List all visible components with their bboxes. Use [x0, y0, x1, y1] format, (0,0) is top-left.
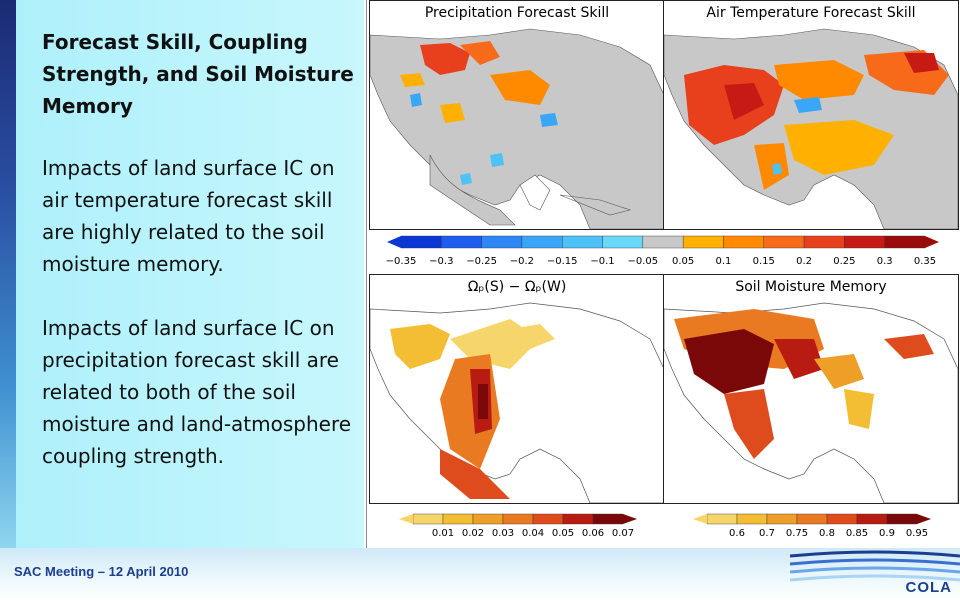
colorbar-tick-label: −0.15 — [547, 256, 578, 267]
figure-area: Precipitation Forecast Skill Air — [366, 0, 960, 548]
footer-meeting-label: SAC Meeting – 12 April 2010 — [14, 564, 189, 579]
colorbar-swatch — [706, 513, 738, 525]
panel-soil-moisture-memory: Soil Moisture Memory — [663, 274, 959, 504]
panel-precipitation-skill: Precipitation Forecast Skill — [369, 0, 665, 230]
panel-title: Soil Moisture Memory — [664, 275, 958, 299]
colorbar-swatch — [884, 235, 926, 249]
colorbar-tick-label: 0.9 — [879, 528, 895, 539]
colorbar-right-arrow — [623, 514, 637, 524]
colorbar-tick-label: 0.3 — [877, 256, 893, 267]
colorbar-swatch — [856, 513, 888, 525]
colorbar-tick-label: −0.35 — [386, 256, 417, 267]
colorbar-tick-label: 0.1 — [716, 256, 732, 267]
colorbar-swatch — [400, 235, 442, 249]
footer — [0, 548, 960, 600]
panel-title: Precipitation Forecast Skill — [370, 1, 664, 25]
colorbar-tick-label: 0.25 — [833, 256, 855, 267]
colorbar-right-arrow — [925, 236, 939, 248]
colorbar-tick-label: 0.7 — [759, 528, 775, 539]
colorbar-swatch — [796, 513, 828, 525]
colorbar-swatch — [441, 235, 482, 249]
panel-coupling-difference: Ωₚ(S) − Ωₚ(W) — [369, 274, 665, 504]
colorbar-tick-label: −0.05 — [628, 256, 659, 267]
colorbar-tick-label: 0.85 — [846, 528, 868, 539]
colorbar-tick-label: 0.04 — [522, 528, 544, 539]
colorbar-tick-label: 0.35 — [914, 256, 936, 267]
colorbar-tick-label: 0.2 — [796, 256, 812, 267]
memory-patches — [674, 309, 934, 459]
colorbar-swatch — [521, 235, 563, 249]
colorbar-swatch — [736, 513, 768, 525]
colorbar-swatch — [592, 513, 624, 525]
colorbar-tick-label: 0.05 — [672, 256, 694, 267]
colorbar-swatch — [642, 235, 684, 249]
colorbar-swatch — [602, 235, 644, 249]
colorbar-tick-label: 0.02 — [462, 528, 484, 539]
cola-logo: COLA — [905, 579, 952, 596]
slide-title: Forecast Skill, Coupling Strength, and S… — [42, 30, 354, 118]
text-panel — [16, 0, 364, 548]
colorbar-tick-label: 0.07 — [612, 528, 634, 539]
precip-skill-negative-patches — [410, 93, 558, 185]
colorbar-swatch — [844, 235, 885, 249]
colorbar-tick-label: −0.25 — [466, 256, 497, 267]
colorbar-tick-label: 0.01 — [432, 528, 454, 539]
memory-colorbar: 0.6 0.7 0.75 0.8 0.85 0.9 0.95 — [693, 513, 931, 539]
colorbar-swatch — [763, 235, 805, 249]
left-accent-strip — [0, 0, 16, 548]
colorbar-tick-label: 0.03 — [492, 528, 514, 539]
colorbar-swatch — [766, 513, 798, 525]
colorbar-tick-label: 0.75 — [786, 528, 808, 539]
colorbar-tick-label: 0.95 — [906, 528, 928, 539]
colorbar-swatch — [502, 513, 534, 525]
coupling-colorbar: 0.01 0.02 0.03 0.04 0.05 0.06 0.07 — [399, 513, 637, 539]
map-precipitation-skill — [370, 25, 664, 229]
colorbar-left-arrow — [387, 236, 401, 248]
colorbar-right-arrow — [917, 514, 931, 524]
map-soil-moisture-memory — [664, 299, 958, 503]
colorbar-swatch — [532, 513, 564, 525]
colorbar-left-arrow — [693, 514, 707, 524]
coupling-patches — [390, 319, 555, 499]
colorbar-tick-label: 0.06 — [582, 528, 604, 539]
colorbar-tick-label: −0.1 — [590, 256, 614, 267]
colorbar-swatch — [562, 513, 594, 525]
colorbar-swatch — [803, 235, 845, 249]
colorbar-tick-label: −0.3 — [429, 256, 453, 267]
colorbar-tick-label: 0.15 — [753, 256, 775, 267]
colorbar-tick-label: −0.2 — [510, 256, 534, 267]
panel-air-temperature-skill: Air Temperature Forecast Skill — [663, 0, 959, 230]
map-air-temperature-skill — [664, 25, 958, 229]
cola-waves-icon — [790, 550, 960, 582]
colorbar-swatch — [442, 513, 474, 525]
colorbar-swatch — [723, 235, 764, 249]
paragraph-air-temperature: Impacts of land surface IC on air temper… — [42, 156, 335, 276]
colorbar-swatch — [886, 513, 918, 525]
colorbar-left-arrow — [399, 514, 413, 524]
colorbar-swatch — [412, 513, 444, 525]
skill-colorbar: −0.35 −0.3 −0.25 −0.2 −0.15 −0.1 −0.05 0.05 0.1 0… — [386, 235, 939, 267]
panel-title: Air Temperature Forecast Skill — [664, 1, 958, 25]
colorbar-swatch — [481, 235, 523, 249]
colorbar-tick-label: 0.05 — [552, 528, 574, 539]
paragraph-precipitation: Impacts of land surface IC on precipitat… — [42, 316, 352, 468]
air-temp-skill-positive-patches — [684, 50, 949, 190]
colorbar-swatch — [826, 513, 858, 525]
panel-title: Ωₚ(S) − Ωₚ(W) — [370, 275, 664, 299]
map-coupling-difference — [370, 299, 664, 503]
colorbar-swatch — [682, 235, 724, 249]
precip-skill-positive-patches — [400, 41, 550, 123]
colorbar-tick-label: 0.8 — [819, 528, 835, 539]
colorbar-tick-label: 0.6 — [729, 528, 745, 539]
colorbar-swatch — [472, 513, 504, 525]
colorbar-swatch — [562, 235, 603, 249]
